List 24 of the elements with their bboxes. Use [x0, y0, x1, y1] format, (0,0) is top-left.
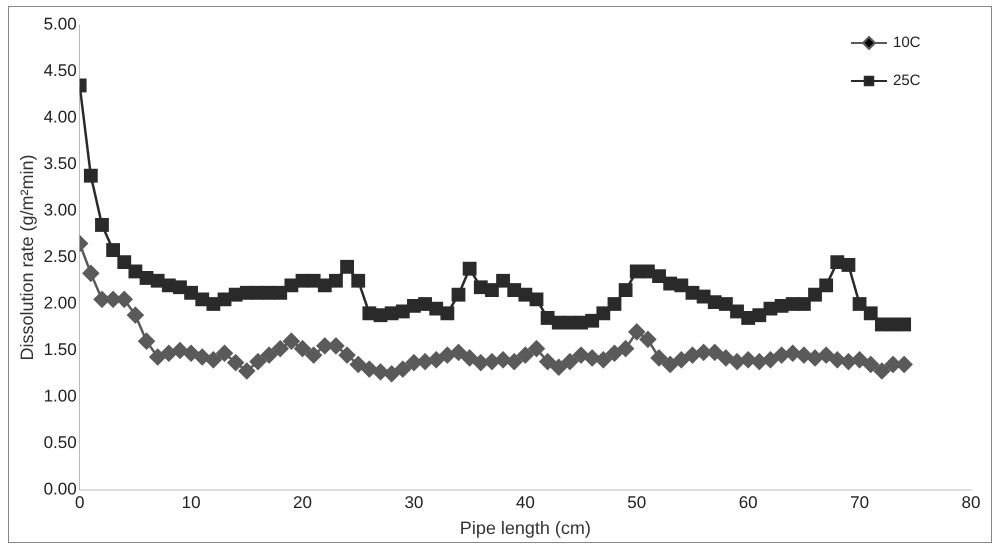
x-tick-label: 70 — [850, 492, 870, 512]
y-tick-label: 2.00 — [44, 294, 77, 313]
x-tick-label: 40 — [516, 492, 535, 512]
x-axis-title: Pipe length (cm) — [460, 518, 591, 538]
legend-label: 25C — [893, 72, 921, 90]
y-axis-title: Dissolution rate (g/m²min) — [16, 154, 37, 361]
y-tick-label: 5.00 — [44, 14, 77, 34]
x-tick-label: 60 — [738, 492, 758, 512]
x-tick-label: 20 — [293, 492, 312, 512]
x-tick-label: 80 — [962, 492, 980, 512]
y-tick-label: 2.50 — [44, 247, 77, 266]
y-tick-label: 0.00 — [44, 480, 77, 499]
y-tick-label: 1.00 — [44, 386, 77, 406]
y-tick-label: 3.50 — [44, 154, 77, 174]
y-tick-label: 4.00 — [44, 108, 77, 127]
legend-label: 10C — [893, 34, 921, 52]
y-tick-label: 1.50 — [44, 340, 77, 360]
x-tick-label: 50 — [627, 492, 646, 512]
y-tick-label: 4.50 — [44, 61, 77, 80]
x-tick-label: 30 — [404, 492, 424, 512]
x-tick-label: 10 — [182, 492, 201, 512]
x-tick-label: 0 — [74, 492, 84, 512]
y-tick-label: 3.00 — [44, 200, 77, 220]
y-tick-label: 0.50 — [44, 433, 77, 452]
